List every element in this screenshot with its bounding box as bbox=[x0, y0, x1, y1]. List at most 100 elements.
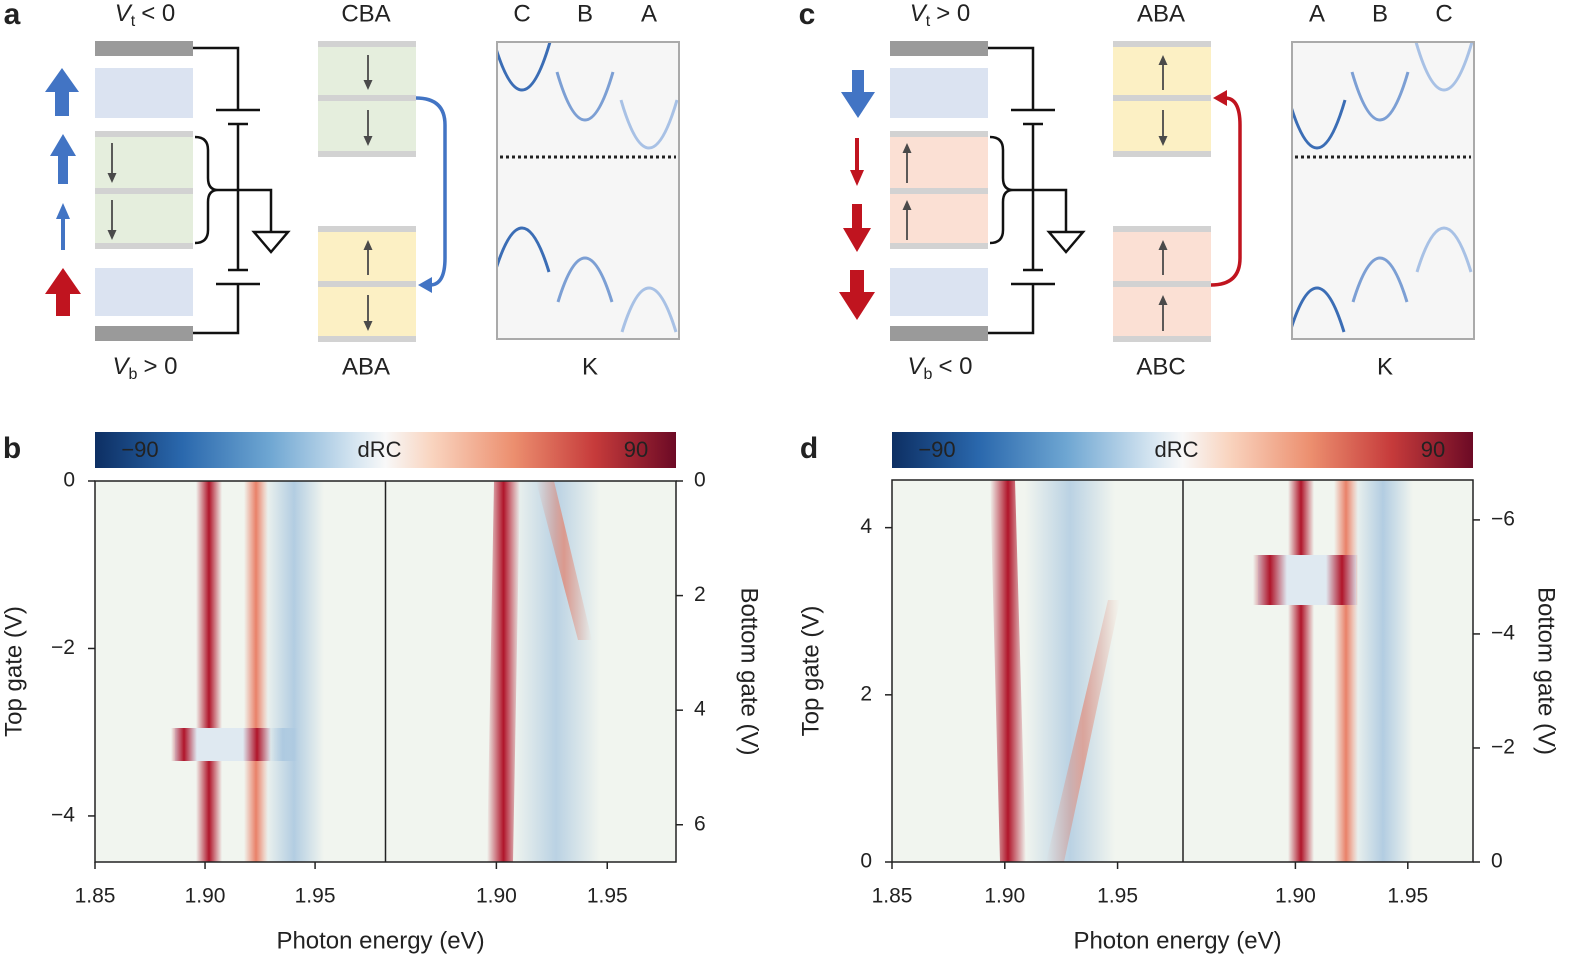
transfer-arrow bbox=[1210, 96, 1242, 287]
x-tick-label: 1.95 bbox=[587, 885, 628, 908]
heatmap-feature bbox=[990, 480, 1026, 862]
valence-band bbox=[1293, 286, 1346, 333]
layer-separator bbox=[1113, 151, 1211, 157]
y-tick-label: 0 bbox=[63, 469, 75, 492]
band-label: C bbox=[513, 0, 530, 27]
heatmap-feature bbox=[264, 481, 324, 862]
x-tick-label: 1.95 bbox=[295, 885, 336, 908]
y-tick-label: −4 bbox=[51, 803, 75, 826]
layer-arrow-head bbox=[363, 321, 373, 331]
circuit-wire bbox=[193, 46, 260, 335]
gate-electrode bbox=[95, 41, 193, 56]
y2-tick-label: 0 bbox=[694, 469, 706, 492]
x-axis-label: Photon energy (eV) bbox=[1073, 927, 1281, 954]
layer-arrow-head bbox=[363, 136, 373, 146]
panel-label: a bbox=[4, 0, 21, 31]
gate-electrode bbox=[890, 41, 988, 56]
colorbar bbox=[95, 432, 676, 468]
layer-separator bbox=[1113, 281, 1211, 287]
circuit-wire bbox=[988, 46, 1055, 335]
gate-symbol: V bbox=[113, 353, 131, 380]
layer-arrow-head bbox=[107, 173, 117, 183]
y-axis-label: Top gate (V) bbox=[0, 606, 27, 737]
y2-axis-label: Bottom gate (V) bbox=[1533, 587, 1560, 755]
layer-separator bbox=[1113, 95, 1211, 101]
gate-relation: < 0 bbox=[141, 0, 175, 27]
layer-separator bbox=[890, 131, 988, 137]
spin-arrow bbox=[56, 203, 70, 250]
hbn-layer bbox=[95, 268, 193, 316]
spin-arrow bbox=[843, 204, 871, 252]
y2-tick-label: 4 bbox=[694, 698, 706, 721]
brace bbox=[194, 135, 273, 245]
x-axis-label: Photon energy (eV) bbox=[276, 927, 484, 954]
conduction-band bbox=[619, 99, 678, 150]
layer-arrow-head bbox=[1158, 240, 1168, 250]
heatmap-feature bbox=[196, 481, 222, 862]
bottom-gate-label: Vb > 0 bbox=[113, 353, 178, 383]
spin-arrow bbox=[50, 134, 76, 184]
layer-separator bbox=[318, 151, 416, 157]
heatmap-feature bbox=[243, 728, 271, 761]
colorbar-tick-label: −90 bbox=[918, 437, 955, 462]
y-tick-label: 2 bbox=[860, 682, 872, 705]
gate-subscript: b bbox=[129, 366, 138, 383]
layer-separator bbox=[890, 188, 988, 194]
band-box bbox=[1291, 41, 1475, 340]
gate-relation: > 0 bbox=[936, 0, 970, 27]
band-label: A bbox=[641, 0, 657, 27]
gate-relation: > 0 bbox=[143, 353, 177, 380]
spin-arrow bbox=[841, 70, 875, 118]
layer-arrow-head bbox=[902, 200, 912, 210]
gate-subscript: b bbox=[924, 366, 933, 383]
layer-separator bbox=[1113, 41, 1211, 47]
top-gate-label: Vt > 0 bbox=[910, 0, 971, 30]
y2-tick-label: −4 bbox=[1491, 621, 1515, 644]
layer-separator bbox=[318, 95, 416, 101]
band-label: B bbox=[1372, 0, 1388, 27]
band-label: B bbox=[577, 0, 593, 27]
spin-arrow bbox=[839, 270, 875, 320]
x-tick-label: 1.90 bbox=[984, 885, 1025, 908]
colorbar-label: dRC bbox=[357, 437, 401, 462]
stack-label: ABA bbox=[342, 353, 390, 380]
layer-arrow-head bbox=[1158, 136, 1168, 146]
gate-symbol: V bbox=[908, 353, 926, 380]
band-box bbox=[496, 41, 680, 340]
brace bbox=[989, 135, 1068, 245]
stack-label: ABA bbox=[1137, 0, 1185, 27]
y-tick-label: 4 bbox=[860, 515, 872, 538]
layer-separator bbox=[95, 243, 193, 249]
layer-arrow-head bbox=[1158, 55, 1168, 65]
y2-tick-label: −6 bbox=[1491, 507, 1515, 530]
heatmap-feature bbox=[244, 481, 268, 862]
transfer-arrow-head bbox=[1213, 90, 1227, 106]
conduction-band bbox=[1350, 71, 1410, 122]
valence-band bbox=[1351, 256, 1409, 303]
layer-separator bbox=[1113, 336, 1211, 342]
spin-arrow bbox=[45, 268, 81, 316]
band-label: A bbox=[1309, 0, 1325, 27]
spin-arrow bbox=[45, 68, 79, 116]
layer-arrow-head bbox=[902, 143, 912, 153]
heatmap-feature bbox=[171, 728, 197, 761]
heatmap-feature bbox=[512, 481, 600, 862]
spin-arrow bbox=[850, 138, 864, 186]
heatmap-feature bbox=[1326, 555, 1358, 605]
panel-label: b bbox=[3, 432, 21, 465]
layer-separator bbox=[318, 226, 416, 232]
conduction-band bbox=[498, 43, 552, 92]
hbn-layer bbox=[890, 268, 988, 316]
transfer-arrow bbox=[415, 96, 447, 287]
y2-tick-label: 6 bbox=[694, 812, 706, 835]
y2-tick-label: 0 bbox=[1491, 850, 1503, 873]
y2-axis-label: Bottom gate (V) bbox=[736, 587, 763, 755]
stack-label: ABC bbox=[1136, 353, 1185, 380]
heatmap-feature bbox=[487, 481, 520, 862]
x-tick-label: 1.90 bbox=[476, 885, 517, 908]
layer-arrow-head bbox=[107, 230, 117, 240]
colorbar-label: dRC bbox=[1154, 437, 1198, 462]
x-tick-label: 1.95 bbox=[1097, 885, 1138, 908]
y2-tick-label: −2 bbox=[1491, 736, 1515, 759]
layer-separator bbox=[890, 243, 988, 249]
